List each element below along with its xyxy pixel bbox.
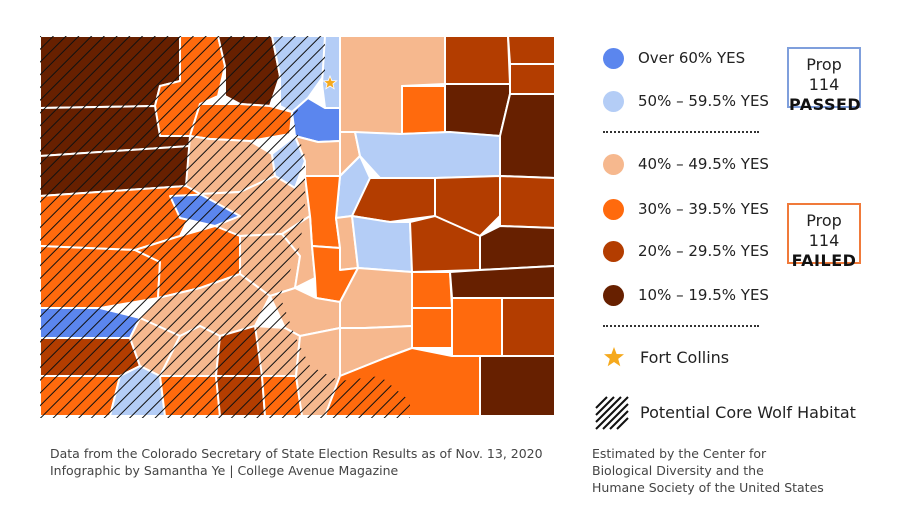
legend-label: 40% – 49.5% YES [638,155,769,173]
prop-114-failed-box: Prop 114 FAILED [787,203,861,270]
legend-label: Over 60% YES [638,49,746,67]
habitat-note-line: Biological Diversity and the [592,463,764,478]
legend-item-over60: Over 60% YES [603,44,745,72]
legend-item-30to39: 30% – 39.5% YES [603,195,769,223]
legend-swatch-20to29 [603,240,624,262]
habitat-note-line: Estimated by the Center for [592,446,767,461]
credit-line: Infographic by Samantha Ye | College Ave… [50,463,399,478]
prop-box-title: Prop 114 [806,211,842,250]
legend-swatch-50to59 [603,90,624,112]
county-61 [479,355,556,417]
legend-divider [603,325,759,327]
habitat-note-line: Humane Society of the United States [592,480,824,495]
county-51 [451,297,503,357]
wolf-habitat-label: Potential Core Wolf Habitat [640,402,856,422]
county-21 [354,131,501,179]
map-svg [40,36,556,418]
legend-item-20to29: 20% – 29.5% YES [603,237,769,265]
legend-swatch-over60 [603,47,624,69]
county-11 [444,83,511,137]
county-50 [411,307,453,349]
habitat-note: Estimated by the Center for Biological D… [592,445,824,496]
prop-box-result: FAILED [791,251,857,270]
legend-swatch-30to39 [603,198,624,220]
county-25 [499,175,556,229]
legend-divider [603,131,759,133]
county-41 [449,265,556,299]
fort-collins-label: Fort Collins [640,347,730,367]
legend-swatch-10to19 [603,284,624,306]
legend-label: 50% – 59.5% YES [638,92,769,110]
county-40 [411,271,453,309]
legend-item-fort-collins: Fort Collins [640,344,729,370]
county-12 [499,93,556,179]
legend-label: 20% – 29.5% YES [638,242,769,260]
prop-box-result: PASSED [789,95,862,114]
fort-collins-star [322,74,338,90]
county-31 [351,215,413,273]
fort-collins-star-marker [322,74,338,90]
county-52 [501,297,556,357]
legend-item-50to59: 50% – 59.5% YES [603,87,769,115]
legend-swatch-40to49 [603,153,624,175]
prop-box-title: Prop 114 [806,55,842,94]
county-7 [444,36,511,85]
legend-item-wolf-habitat: Potential Core Wolf Habitat [640,398,856,426]
star-icon [604,347,624,367]
county-23 [351,177,436,223]
county-10 [401,85,451,135]
county-33 [479,225,556,271]
legend-item-10to19: 10% – 19.5% YES [603,281,769,309]
legend-label: 10% – 19.5% YES [638,286,769,304]
prop-114-passed-box: Prop 114 PASSED [787,47,861,114]
source-line: Data from the Colorado Secretary of Stat… [50,446,543,461]
hatch-pattern-icon [595,396,629,430]
county-9 [509,63,556,95]
source-note: Data from the Colorado Secretary of Stat… [50,445,543,479]
legend-label: 30% – 39.5% YES [638,200,769,218]
colorado-county-map [40,36,560,418]
legend-item-40to49: 40% – 49.5% YES [603,150,769,178]
county-8 [507,36,556,65]
